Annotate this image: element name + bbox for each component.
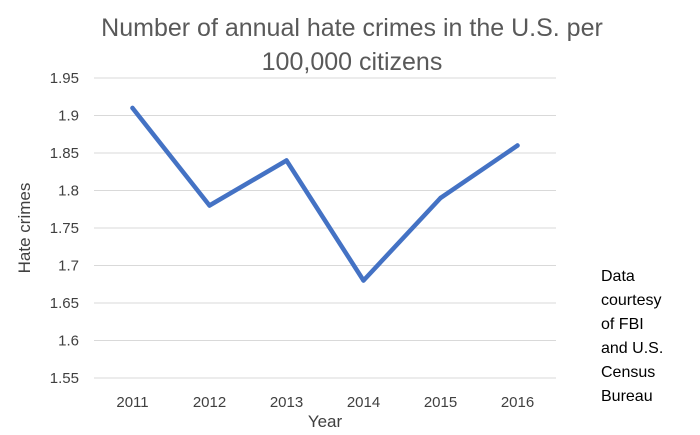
series-layer — [130, 105, 520, 283]
note-line-6: Bureau — [601, 388, 653, 405]
note-line-5: Census — [601, 364, 655, 381]
y-tick-label: 1.65 — [50, 295, 79, 312]
data-point — [130, 105, 135, 111]
x-axis-title: Year — [308, 412, 343, 431]
data-point — [207, 203, 212, 208]
y-tick-label: 1.95 — [50, 70, 79, 87]
y-axis-title: Hate crimes — [15, 183, 34, 274]
y-tick-label: 1.9 — [58, 108, 79, 125]
gridlines — [94, 77, 556, 379]
x-axis-ticks: 2011 2012 2013 2014 2015 2016 — [116, 394, 534, 411]
y-tick-label: 1.7 — [58, 258, 79, 275]
data-point — [284, 158, 289, 163]
data-source-note: Data courtesy of FBI and U.S. Census Bur… — [601, 268, 663, 405]
y-tick-label: 1.8 — [58, 183, 79, 200]
y-axis-ticks: 1.55 1.6 1.65 1.7 1.75 1.8 1.85 1.9 1.95 — [50, 70, 79, 387]
x-tick-label: 2011 — [116, 394, 148, 411]
data-point — [515, 143, 520, 148]
series-line — [130, 105, 520, 283]
x-tick-label: 2014 — [347, 394, 380, 411]
x-tick-label: 2012 — [193, 394, 226, 411]
note-line-3: of FBI — [601, 316, 644, 333]
y-tick-label: 1.55 — [50, 370, 79, 387]
note-line-4: and U.S. — [601, 340, 663, 357]
note-line-1: Data — [601, 268, 635, 285]
x-tick-label: 2015 — [424, 394, 457, 411]
data-point — [438, 195, 443, 201]
y-tick-label: 1.85 — [50, 145, 79, 162]
x-tick-label: 2013 — [270, 394, 303, 411]
chart-title-line-1: Number of annual hate crimes in the U.S.… — [101, 14, 603, 42]
data-point — [361, 278, 366, 283]
y-tick-label: 1.6 — [58, 333, 79, 350]
y-tick-label: 1.75 — [50, 220, 79, 237]
x-tick-label: 2016 — [501, 394, 534, 411]
chart-title-line-2: 100,000 citizens — [262, 48, 443, 76]
note-line-2: courtesy — [601, 292, 661, 309]
